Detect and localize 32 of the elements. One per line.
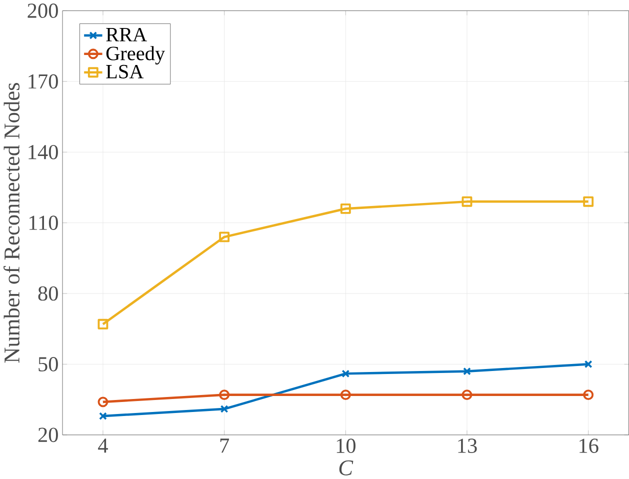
x-tick-label: 10 <box>336 438 356 454</box>
point <box>220 405 228 413</box>
x-tick-label: 4 <box>98 438 108 453</box>
point <box>98 396 108 408</box>
y-tick-label: 140 <box>28 144 58 160</box>
x-tick-label: 16 <box>580 438 598 454</box>
y-tick-label: 170 <box>28 74 58 89</box>
x-tick-label: 13 <box>458 438 477 454</box>
point <box>342 370 350 378</box>
y-tick-label: 80 <box>38 286 58 301</box>
y-tick-label: 50 <box>38 357 58 372</box>
legend-label: RRA <box>106 28 147 42</box>
point <box>219 232 230 242</box>
x-tick-label: 7 <box>220 438 230 453</box>
y-tick-label: 200 <box>28 4 58 18</box>
point <box>463 367 471 376</box>
legend-label: Greedy <box>106 46 165 65</box>
legend-label: LSA <box>106 64 144 79</box>
point <box>98 412 107 420</box>
point <box>584 360 592 368</box>
point <box>583 196 594 207</box>
y-axis-title: Number of Reconnected Nodes <box>4 83 20 363</box>
point <box>462 390 472 400</box>
x-axis-title: C <box>339 460 354 476</box>
point <box>219 390 230 400</box>
point <box>98 318 108 330</box>
point <box>583 390 594 400</box>
y-tick-label: 110 <box>29 216 58 230</box>
point <box>340 204 351 214</box>
point <box>340 390 351 400</box>
y-tick-label: 20 <box>38 428 58 442</box>
point <box>462 196 472 207</box>
